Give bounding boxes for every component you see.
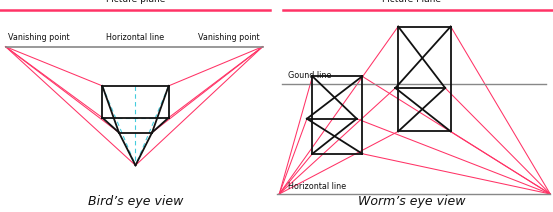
Text: Picture Plane: Picture Plane [383, 0, 441, 4]
Text: Gound line: Gound line [288, 71, 331, 80]
Text: Vanishing point: Vanishing point [199, 33, 260, 42]
Text: Horizontal line: Horizontal line [288, 182, 346, 191]
Text: Horizontal line: Horizontal line [106, 33, 165, 42]
Text: Bird’s eye view: Bird’s eye view [88, 195, 183, 208]
Text: Worm’s eye view: Worm’s eye view [358, 195, 466, 208]
Text: Picture plane: Picture plane [106, 0, 165, 4]
Text: Vanishing point: Vanishing point [8, 33, 70, 42]
